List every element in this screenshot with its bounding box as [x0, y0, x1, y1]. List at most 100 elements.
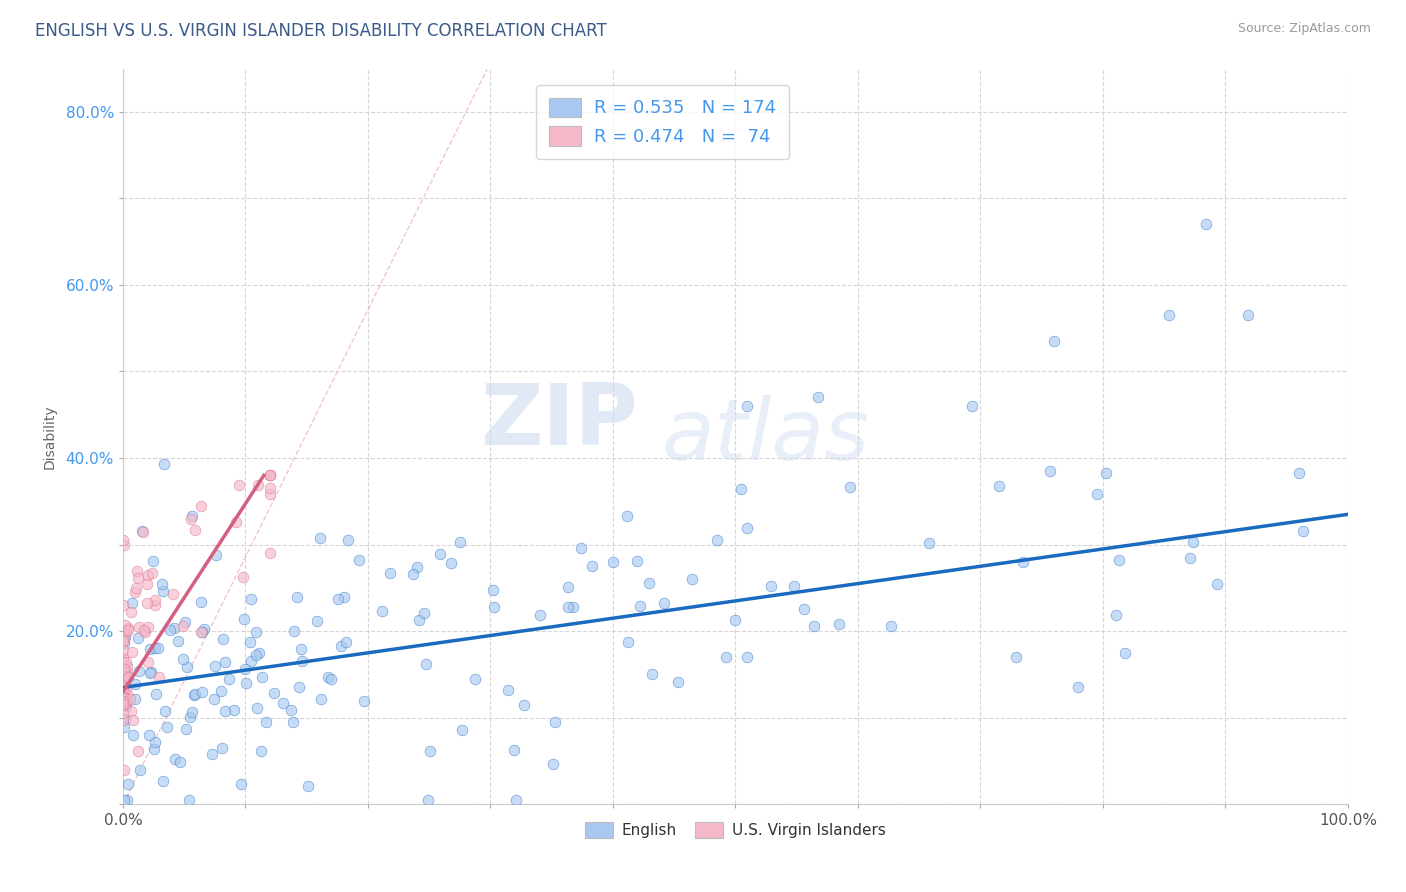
Point — [1237, 308, 1260, 322]
Point — [259, 546, 281, 560]
Point — [917, 535, 939, 549]
Point — [112, 713, 135, 727]
Point — [112, 598, 135, 612]
Point — [1012, 555, 1035, 569]
Point — [153, 457, 176, 471]
Point — [190, 595, 212, 609]
Point — [544, 714, 567, 729]
Point — [496, 682, 519, 697]
Point — [143, 641, 166, 656]
Point — [112, 681, 135, 696]
Point — [111, 633, 134, 648]
Point — [1095, 466, 1118, 480]
Point — [152, 773, 174, 788]
Point — [124, 676, 146, 690]
Point — [1195, 217, 1218, 231]
Point — [1292, 524, 1315, 538]
Point — [311, 692, 333, 706]
Point — [429, 548, 451, 562]
Point — [308, 531, 330, 545]
Point — [256, 714, 278, 729]
Point — [735, 649, 758, 664]
Point — [259, 481, 281, 495]
Point — [233, 662, 256, 676]
Point — [112, 538, 135, 552]
Point — [190, 625, 212, 640]
Point — [245, 624, 267, 639]
Point — [349, 553, 371, 567]
Point — [1178, 550, 1201, 565]
Point — [128, 620, 150, 634]
Point — [419, 744, 441, 758]
Point — [415, 657, 437, 671]
Point — [183, 689, 205, 703]
Point — [641, 666, 664, 681]
Point — [184, 687, 207, 701]
Point — [121, 645, 143, 659]
Point — [112, 632, 135, 647]
Point — [247, 478, 270, 492]
Point — [706, 533, 728, 548]
Point — [281, 714, 304, 729]
Point — [112, 694, 135, 708]
Point — [290, 641, 312, 656]
Point — [115, 625, 138, 640]
Point — [412, 606, 434, 620]
Point — [156, 719, 179, 733]
Point — [111, 668, 134, 682]
Point — [138, 666, 160, 681]
Point — [112, 720, 135, 734]
Point — [117, 670, 139, 684]
Point — [145, 592, 167, 607]
Point — [127, 571, 149, 585]
Text: ZIP: ZIP — [479, 380, 637, 463]
Point — [225, 515, 247, 529]
Point — [174, 615, 197, 630]
Point — [616, 635, 638, 649]
Point — [114, 712, 136, 726]
Point — [136, 568, 159, 582]
Point — [169, 755, 191, 769]
Point — [191, 624, 214, 639]
Point — [141, 665, 163, 679]
Point — [190, 500, 212, 514]
Point — [145, 735, 167, 749]
Point — [115, 793, 138, 807]
Point — [1182, 534, 1205, 549]
Point — [127, 744, 149, 758]
Point — [235, 675, 257, 690]
Point — [724, 613, 747, 627]
Point — [259, 468, 281, 483]
Point — [482, 600, 505, 615]
Point — [229, 777, 252, 791]
Point — [482, 582, 505, 597]
Point — [121, 596, 143, 610]
Point — [136, 620, 159, 634]
Point — [114, 698, 136, 712]
Point — [450, 723, 472, 738]
Point — [209, 683, 232, 698]
Point — [112, 642, 135, 657]
Point — [111, 655, 134, 669]
Point — [115, 659, 138, 673]
Point — [112, 662, 135, 676]
Point — [1039, 464, 1062, 478]
Point — [112, 793, 135, 807]
Point — [141, 566, 163, 581]
Point — [143, 742, 166, 756]
Point — [335, 634, 357, 648]
Point — [240, 654, 263, 668]
Point — [191, 684, 214, 698]
Point — [1085, 486, 1108, 500]
Point — [222, 703, 245, 717]
Point — [1157, 308, 1180, 322]
Point — [1288, 466, 1310, 480]
Point — [167, 634, 190, 648]
Point — [131, 524, 153, 539]
Point — [112, 693, 135, 707]
Point — [1005, 650, 1028, 665]
Point — [245, 648, 267, 663]
Point — [319, 673, 342, 687]
Point — [502, 743, 524, 757]
Point — [880, 619, 903, 633]
